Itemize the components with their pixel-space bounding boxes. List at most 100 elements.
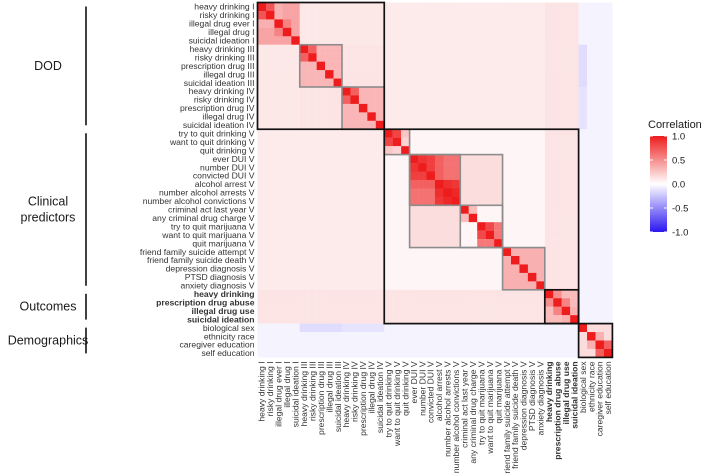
heatmap-cell [570, 154, 579, 164]
heatmap-cell [375, 36, 385, 45]
heatmap-cell [265, 230, 275, 240]
heatmap-cell [485, 19, 495, 28]
heatmap-cell [603, 78, 613, 88]
heatmap-cell [426, 2, 436, 12]
heatmap-cell [392, 120, 402, 130]
heatmap-cell [587, 44, 596, 54]
heatmap-cell [587, 87, 596, 96]
heatmap-cell [494, 2, 503, 12]
heatmap-cell [274, 272, 283, 282]
heatmap-cell [477, 348, 486, 358]
column-label: prescription drug abuse [552, 361, 562, 460]
heatmap-cell [274, 196, 283, 206]
heatmap-cell [553, 188, 562, 197]
heatmap-cell [527, 230, 537, 240]
heatmap-cell [502, 103, 512, 113]
heatmap-cell [384, 137, 393, 147]
heatmap-cell [375, 348, 385, 358]
heatmap-cell [502, 154, 512, 164]
heatmap-cell [603, 205, 613, 214]
heatmap-cell [536, 171, 545, 181]
heatmap-cell [527, 281, 537, 290]
heatmap-cell [561, 289, 571, 299]
heatmap-cell [536, 27, 545, 37]
heatmap-cell [409, 95, 419, 105]
heatmap-cell [367, 61, 376, 71]
heatmap-cell [494, 146, 503, 155]
heatmap-cell [460, 348, 469, 358]
heatmap-cell [367, 154, 376, 164]
heatmap-cell [485, 323, 495, 333]
heatmap-cell [544, 163, 554, 172]
heatmap-cell [299, 213, 309, 223]
heatmap-cell [384, 36, 393, 45]
heatmap-cell [603, 196, 613, 206]
heatmap-cell [595, 205, 605, 214]
heatmap-cell [333, 137, 343, 147]
heatmap-cell [325, 306, 334, 316]
heatmap-cell [527, 53, 537, 62]
heatmap-cell [544, 44, 554, 54]
heatmap-cell [299, 171, 309, 181]
heatmap-cell [274, 188, 283, 197]
row-label: friend family suicide attempt V [140, 247, 255, 257]
heatmap-cell [308, 323, 317, 333]
heatmap-cell [511, 129, 520, 138]
heatmap-cell [536, 53, 545, 62]
heatmap-cell [333, 78, 343, 88]
heatmap-cell [358, 112, 368, 121]
heatmap-cell [426, 146, 436, 155]
heatmap-cell [274, 112, 283, 121]
heatmap-cell [392, 247, 402, 257]
heatmap-cell [460, 10, 469, 20]
heatmap-cell [460, 247, 469, 257]
column-label: anxiety diagnosis V [536, 361, 546, 435]
heatmap-cell [257, 78, 267, 88]
heatmap-cell [485, 256, 495, 265]
heatmap-cell [316, 315, 326, 324]
heatmap-cell [265, 222, 275, 231]
heatmap-cell [468, 348, 478, 358]
heatmap-cell [282, 103, 292, 113]
heatmap-cell [350, 154, 360, 164]
heatmap-cell [274, 213, 283, 223]
heatmap-cell [401, 27, 410, 37]
heatmap-cell [536, 323, 545, 333]
heatmap-cell [570, 205, 579, 214]
heatmap-cell [451, 348, 461, 358]
heatmap-cell [375, 205, 385, 214]
heatmap-cell [308, 289, 317, 299]
heatmap-cell [468, 27, 478, 37]
heatmap-cell [358, 230, 368, 240]
heatmap-cell [358, 10, 368, 20]
heatmap-cell [511, 87, 520, 96]
heatmap-cell [409, 272, 419, 282]
heatmap-cell [384, 179, 393, 189]
heatmap-cell [519, 78, 529, 88]
heatmap-cell [265, 154, 275, 164]
heatmap-cell [494, 315, 503, 324]
heatmap-cell [291, 95, 300, 105]
heatmap-cell [443, 196, 452, 206]
heatmap-cell [519, 171, 529, 181]
heatmap-cell [257, 298, 267, 307]
heatmap-cell [291, 205, 300, 214]
heatmap-cell [358, 332, 368, 341]
heatmap-cell [257, 256, 267, 265]
row-label: heavy drinking [194, 289, 255, 299]
heatmap-cell [519, 340, 529, 350]
heatmap-cell [443, 129, 452, 138]
heatmap-cell [570, 27, 579, 37]
heatmap-cell [367, 256, 376, 265]
heatmap-cell [316, 340, 326, 350]
heatmap-cell [477, 10, 486, 20]
heatmap-cell [282, 61, 292, 71]
heatmap-cell [392, 112, 402, 121]
heatmap-cell [434, 179, 444, 189]
heatmap-cell [342, 44, 351, 54]
heatmap-cell [350, 95, 360, 105]
heatmap-cell [375, 196, 385, 206]
heatmap-cell [375, 256, 385, 265]
heatmap-cell [536, 10, 545, 20]
